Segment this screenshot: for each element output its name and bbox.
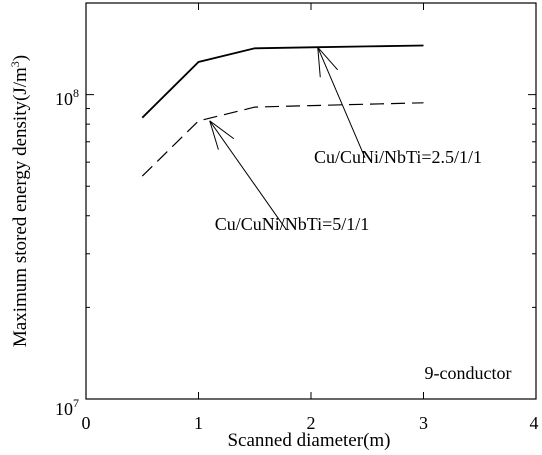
x-tick-label: 3 <box>419 413 428 433</box>
series-line-5-ratio <box>141 102 424 177</box>
annotation-label-2-5: Cu/CuNi/NbTi=2.5/1/1 <box>314 147 482 167</box>
x-tick-label: 0 <box>82 413 91 433</box>
annotation-arrow-shaft <box>209 120 287 230</box>
annotation-arrow-head <box>209 120 235 140</box>
annotation-arrow-head <box>317 47 321 78</box>
series-line-2-5-ratio <box>141 44 424 119</box>
annotation-arrow-head <box>317 47 338 71</box>
annotation-layer <box>209 47 366 230</box>
x-tick-label: 4 <box>530 413 539 433</box>
x-tick-label: 1 <box>194 413 203 433</box>
y-axis-title: Maximum stored energy density(J/m3) <box>8 55 31 347</box>
x-axis-title: Scanned diameter(m) <box>227 430 390 451</box>
x-tick-label: 2 <box>307 413 316 433</box>
annotation-arrow-head <box>209 120 219 150</box>
tick-marks <box>85 2 537 400</box>
plot-frame <box>85 2 537 400</box>
series-layer <box>141 44 424 177</box>
annotation-label-9-conductor: 9-conductor <box>425 363 512 383</box>
annotation-arrow-shaft <box>317 47 366 159</box>
y-tick-label: 107 <box>55 396 79 419</box>
y-tick-label: 108 <box>55 86 79 109</box>
annotation-label-5: Cu/CuNi/NbTi=5/1/1 <box>215 214 370 234</box>
